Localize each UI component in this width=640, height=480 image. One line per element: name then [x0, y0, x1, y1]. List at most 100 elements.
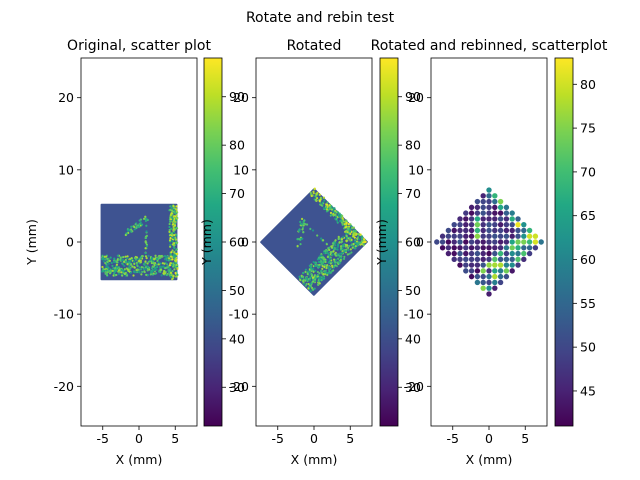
scatter-point: [354, 245, 357, 248]
scatter-point: [451, 233, 457, 239]
scatter-point: [497, 198, 504, 205]
scatter-point: [463, 233, 469, 239]
scatter-point: [168, 264, 171, 267]
scatter-point: [321, 267, 324, 270]
scatter-point: [115, 263, 119, 266]
y-tick-label: -20: [54, 379, 74, 394]
scatter-point: [486, 216, 492, 222]
scatter-point: [509, 245, 515, 251]
scatter-point: [445, 233, 452, 239]
scatter-point: [364, 240, 367, 243]
x-tick-label: 0: [310, 431, 318, 446]
scatter-point: [138, 271, 141, 274]
scatter-point: [354, 247, 357, 250]
scatter-point: [103, 269, 106, 273]
colorbar-tick-label: 50: [580, 340, 596, 355]
scatter-point: [172, 225, 175, 229]
scatter-point: [503, 268, 510, 274]
scatter-point: [526, 245, 533, 251]
scatter-point: [145, 217, 148, 221]
scatter-point: [480, 273, 486, 280]
scatter-point: [468, 221, 475, 228]
scatter-point: [468, 204, 475, 211]
scatter-point: [317, 260, 321, 264]
y-tick-label: 10: [233, 162, 249, 177]
y-axis-label: Y (mm): [199, 219, 214, 266]
scatter-point: [339, 245, 343, 248]
scatter-point: [480, 193, 486, 199]
scatter-point: [503, 273, 510, 280]
scatter-point: [144, 267, 148, 270]
scatter-point: [337, 257, 340, 260]
scatter-point: [133, 256, 137, 260]
scatter-point: [169, 205, 172, 208]
scatter-point: [357, 241, 360, 244]
scatter-point: [503, 250, 510, 257]
scatter-point: [492, 273, 498, 280]
scatter-point: [320, 260, 323, 263]
scatter-point: [169, 262, 172, 265]
scatter-point: [515, 250, 521, 257]
scatter-point: [468, 233, 475, 239]
scatter-point: [168, 274, 171, 277]
scatter-point: [141, 270, 144, 274]
scatter-point: [474, 279, 481, 286]
scatter-point: [349, 228, 352, 231]
scatter-point: [120, 271, 123, 274]
scatter-point: [113, 257, 116, 260]
scatter-point: [102, 260, 105, 263]
scatter-point: [314, 195, 317, 198]
scatter-point: [497, 256, 504, 263]
scatter-point: [486, 187, 492, 193]
scatter-point: [457, 245, 463, 251]
scatter-point: [521, 256, 527, 263]
scatter-point: [174, 257, 177, 260]
scatter-point: [332, 258, 336, 261]
scatter-point: [107, 266, 110, 270]
scatter-point: [324, 205, 328, 208]
scatter-point: [338, 241, 341, 244]
x-tick-label: -5: [447, 431, 459, 446]
scatter-point: [318, 193, 321, 196]
scatter-point: [319, 203, 322, 206]
scatter-point: [457, 221, 463, 228]
scatter-point: [357, 235, 360, 238]
scatter-point: [341, 214, 344, 218]
scatter-point: [302, 223, 305, 226]
scatter-point: [129, 257, 132, 261]
scatter-point: [317, 283, 320, 286]
scatter-point: [172, 236, 175, 239]
scatter-point: [172, 219, 176, 222]
scatter-point: [326, 205, 329, 209]
scatter-point: [145, 234, 149, 237]
scatter-point: [121, 274, 124, 277]
scatter-point: [445, 227, 452, 234]
scatter-point: [352, 242, 355, 246]
scatter-point: [302, 231, 305, 234]
scatter-point: [154, 266, 157, 269]
scatter-point: [332, 250, 335, 253]
scatter-point: [152, 269, 155, 272]
scatter-point: [111, 264, 114, 268]
colorbar-tick-label: 30: [405, 380, 421, 395]
scatter-point: [161, 265, 164, 268]
scatter-point: [515, 233, 521, 239]
scatter-point: [174, 271, 177, 275]
scatter-point: [486, 256, 492, 263]
scatter-point: [135, 268, 138, 272]
scatter-point: [339, 247, 343, 250]
scatter-point: [344, 226, 347, 229]
scatter-point: [172, 228, 175, 231]
data-points: [434, 187, 544, 297]
scatter-point: [315, 197, 319, 200]
scatter-point: [445, 245, 452, 251]
scatter-point: [318, 265, 321, 268]
scatter-point: [318, 276, 321, 279]
scatter-point: [308, 271, 311, 274]
scatter-point: [457, 256, 463, 263]
scatter-point: [140, 265, 143, 269]
scatter-point: [521, 227, 527, 234]
scatter-point: [153, 258, 156, 261]
scatter-point: [312, 270, 315, 273]
scatter-point: [172, 204, 175, 208]
